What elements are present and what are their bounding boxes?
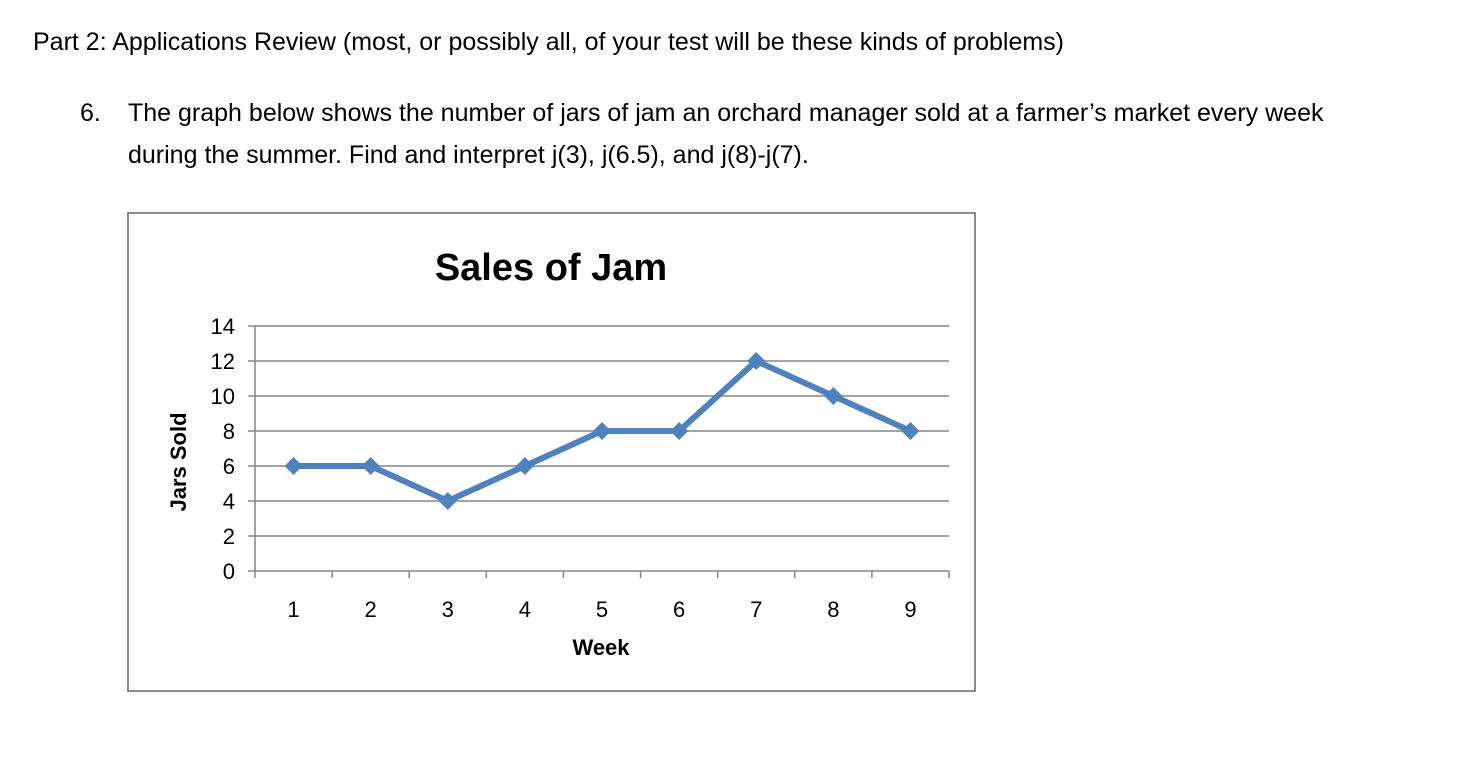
data-point-week-7	[747, 352, 766, 370]
y-tick-label-4: 4	[223, 489, 235, 514]
page-heading: Part 2: Applications Review (most, or po…	[33, 28, 1064, 56]
x-tick-label-8: 8	[827, 597, 839, 622]
data-point-week-4	[515, 457, 534, 475]
y-tick-label-6: 6	[223, 454, 235, 479]
x-tick-label-5: 5	[596, 597, 608, 622]
data-point-week-6	[670, 422, 689, 440]
problem-number: 6.	[80, 99, 101, 127]
y-tick-label-0: 0	[223, 559, 235, 584]
data-point-week-5	[593, 422, 611, 440]
problem-text-line-1: The graph below shows the number of jars…	[128, 99, 1324, 127]
x-axis-title: Week	[572, 635, 630, 660]
problem-text-line-2: during the summer. Find and interpret j(…	[128, 141, 809, 169]
y-tick-label-8: 8	[223, 419, 235, 444]
data-point-week-3	[438, 492, 457, 510]
y-tick-label-10: 10	[211, 384, 235, 409]
x-tick-label-9: 9	[904, 597, 916, 622]
y-tick-labels: 0 2 4 6 8 10 12 14	[211, 314, 235, 584]
y-axis-title: Jars Sold	[166, 412, 191, 511]
x-tick-label-1: 1	[287, 597, 299, 622]
data-point-week-2	[361, 457, 380, 475]
x-tick-label-3: 3	[442, 597, 454, 622]
x-tick-label-4: 4	[519, 597, 531, 622]
y-tick-label-12: 12	[211, 349, 235, 374]
x-tick-label-2: 2	[365, 597, 377, 622]
data-point-week-8	[824, 387, 843, 405]
x-tick-label-6: 6	[673, 597, 685, 622]
data-series	[284, 352, 920, 510]
data-point-week-9	[901, 422, 920, 440]
data-point-week-1	[284, 457, 303, 475]
axes	[248, 326, 950, 578]
x-tick-labels: 1 2 3 4 5 6 7 8 9	[287, 597, 916, 622]
problem-text: The graph below shows the number of jars…	[128, 92, 1450, 176]
chart-title: Sales of Jam	[435, 247, 667, 289]
y-tick-label-14: 14	[211, 314, 235, 339]
problem-6: 6. The graph below shows the number of j…	[80, 92, 1450, 176]
y-tick-label-2: 2	[223, 524, 235, 549]
x-tick-label-7: 7	[750, 597, 762, 622]
